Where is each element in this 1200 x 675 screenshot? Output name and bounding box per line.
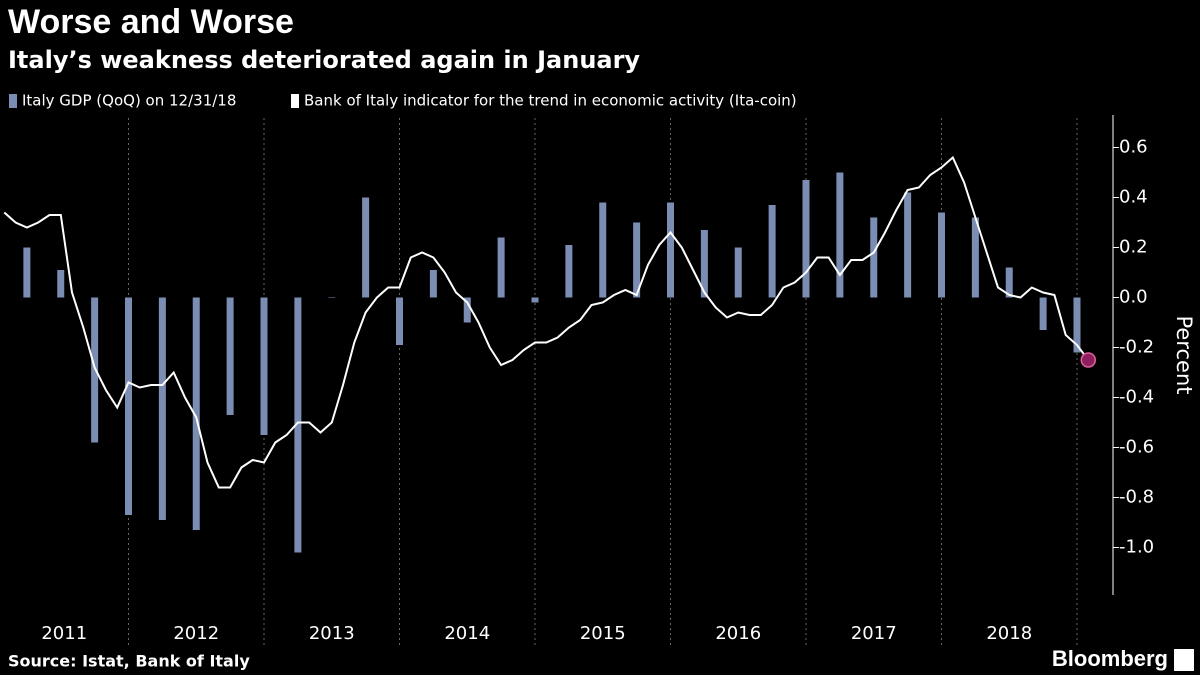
bar bbox=[904, 192, 912, 298]
bar bbox=[531, 297, 539, 303]
x-tick-label: 2014 bbox=[444, 623, 490, 644]
bar bbox=[667, 202, 674, 298]
legend-label: Bank of Italy indicator for the trend in… bbox=[304, 92, 797, 110]
end-marker bbox=[1080, 352, 1097, 368]
legend-swatch bbox=[291, 94, 299, 108]
bar bbox=[1039, 297, 1047, 330]
bar bbox=[463, 297, 471, 323]
bar bbox=[734, 247, 742, 298]
bar bbox=[362, 197, 370, 298]
bar bbox=[226, 297, 234, 415]
bar bbox=[294, 297, 302, 553]
bar bbox=[328, 297, 336, 298]
brand: Bloomberg bbox=[1052, 646, 1168, 671]
y-tick-label: -0.4 bbox=[1119, 387, 1154, 408]
y-tick-label: -0.8 bbox=[1119, 487, 1154, 508]
y-tick-label: 0.4 bbox=[1119, 187, 1148, 208]
y-tick-label: -0.6 bbox=[1119, 437, 1154, 458]
x-tick-label: 2011 bbox=[41, 623, 87, 644]
bar bbox=[396, 297, 403, 345]
chart-subtitle: Italy’s weakness deteriorated again in J… bbox=[8, 46, 640, 74]
bar bbox=[700, 230, 708, 298]
bar bbox=[429, 270, 437, 298]
bar bbox=[125, 297, 132, 515]
x-tick-label: 2017 bbox=[851, 623, 897, 644]
bar bbox=[836, 172, 844, 298]
legend-swatch bbox=[9, 94, 17, 108]
x-tick-label: 2015 bbox=[580, 623, 626, 644]
bar bbox=[599, 202, 607, 298]
bar bbox=[1073, 297, 1081, 353]
bar bbox=[633, 222, 641, 298]
x-tick-label: 2018 bbox=[986, 623, 1032, 644]
bar bbox=[938, 212, 945, 298]
x-tick-label: 2016 bbox=[715, 623, 761, 644]
bar bbox=[91, 297, 99, 443]
bar bbox=[1005, 267, 1013, 298]
x-tick-label: 2012 bbox=[173, 623, 219, 644]
line bbox=[3, 155, 1090, 489]
bar bbox=[870, 217, 878, 298]
bar bbox=[971, 217, 979, 298]
y-tick-label: 0.6 bbox=[1119, 137, 1148, 158]
source: Source: Istat, Bank of Italy bbox=[8, 652, 250, 671]
bar bbox=[802, 180, 810, 298]
brand-icon bbox=[1174, 649, 1194, 671]
bar bbox=[260, 297, 268, 435]
bar bbox=[192, 297, 200, 530]
chart-title: Worse and Worse bbox=[8, 3, 294, 41]
bar bbox=[23, 247, 31, 298]
x-tick-label: 2013 bbox=[309, 623, 355, 644]
legend-label: Italy GDP (QoQ) on 12/31/18 bbox=[22, 92, 236, 110]
y-tick-label: -1.0 bbox=[1119, 537, 1154, 558]
y-tick-label: 0.0 bbox=[1119, 287, 1148, 308]
bar bbox=[768, 205, 776, 298]
bar bbox=[57, 270, 65, 298]
bar bbox=[565, 245, 573, 298]
bar bbox=[158, 297, 166, 520]
y-tick-label: 0.2 bbox=[1119, 237, 1148, 258]
y-axis-label: Percent bbox=[1172, 315, 1196, 394]
y-tick-label: -0.2 bbox=[1119, 337, 1154, 358]
bar bbox=[497, 237, 505, 298]
